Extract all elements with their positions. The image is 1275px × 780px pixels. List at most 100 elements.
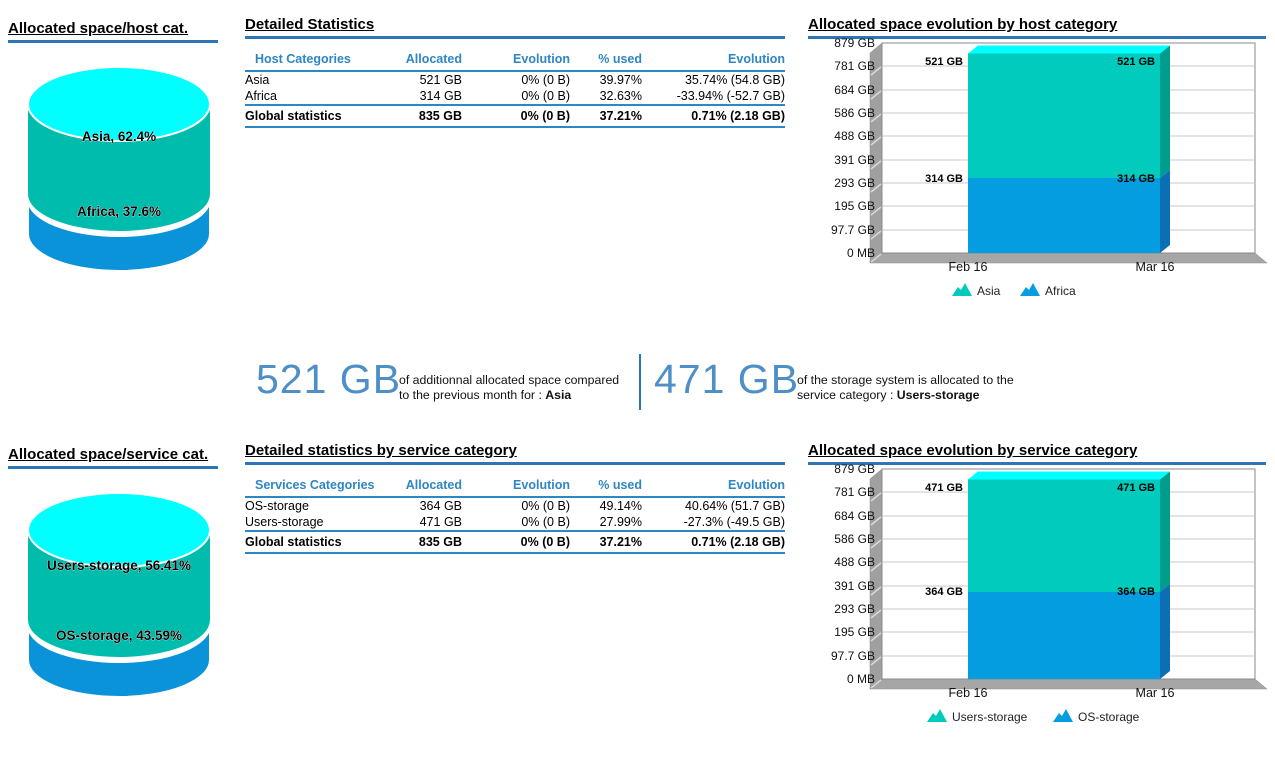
cell-evolution-2: 35.74% (54.8 GB): [684, 73, 785, 87]
cell-evolution-2: -27.3% (-49.5 GB): [683, 515, 785, 529]
legend-africa-label: Africa: [1045, 284, 1076, 298]
host-table-title: Detailed Statistics: [245, 16, 785, 39]
service-pie-label-users: Users-storage, 56.41%: [47, 558, 191, 573]
kpi-right-highlight: Users-storage: [896, 388, 980, 402]
table-total-row: Global statistics 835 GB 0% (0 B) 37.21%…: [245, 104, 785, 128]
legend-users-icon: [927, 709, 947, 722]
host-table-header-row: Host Categories Allocated Evolution % us…: [245, 49, 785, 72]
host-pie-label-asia: Asia, 62.4%: [82, 129, 156, 144]
svg-text:97.7 GB: 97.7 GB: [831, 649, 875, 663]
col-header-allocated: Allocated: [370, 49, 462, 72]
legend-os-icon: [1053, 709, 1073, 722]
kpi-right-description: of the storage system is allocated to th…: [797, 373, 1039, 403]
host-table-title-text: Detailed Statistics: [245, 16, 375, 33]
table-row: Asia 521 GB 0% (0 B) 39.97% 35.74% (54.8…: [245, 71, 785, 88]
area-top-face: [968, 45, 1170, 54]
area-top-face: [968, 471, 1170, 480]
cell-evolution: 0% (0 B): [521, 89, 570, 103]
svg-text:684 GB: 684 GB: [834, 509, 875, 523]
legend-africa-icon: [1020, 283, 1040, 296]
col-header-pct-used: % used: [570, 49, 642, 72]
cell-allocated: 521 GB: [419, 73, 462, 87]
col-header-evolution-2: Evolution: [642, 475, 785, 498]
svg-text:488 GB: 488 GB: [834, 129, 875, 143]
legend-asia-label: Asia: [977, 284, 1001, 298]
legend-os-label: OS-storage: [1078, 710, 1140, 724]
cell-category: OS-storage: [245, 499, 309, 513]
svg-text:195 GB: 195 GB: [834, 199, 875, 213]
svg-text:97.7 GB: 97.7 GB: [831, 223, 875, 237]
col-header-evolution: Evolution: [462, 49, 570, 72]
kpi-right-line2: service category :: [797, 388, 897, 402]
service-pie-slice-os: [27, 624, 211, 698]
kpi-left-description: of additionnal allocated space compared …: [399, 373, 641, 403]
svg-text:488 GB: 488 GB: [834, 555, 875, 569]
table-row: Users-storage 471 GB 0% (0 B) 27.99% -27…: [245, 514, 785, 531]
table-row: OS-storage 364 GB 0% (0 B) 49.14% 40.64%…: [245, 497, 785, 514]
service-evolution-title-text: Allocated space evolution by service cat…: [808, 442, 1138, 459]
cell-pct-used: 32.63%: [599, 89, 642, 103]
area-asia: [968, 53, 1160, 178]
cell-pct-used: 39.97%: [599, 73, 642, 87]
svg-text:879 GB: 879 GB: [834, 38, 875, 50]
host-pie-slice-africa: [27, 198, 211, 272]
service-pie-top-face: [27, 492, 211, 568]
host-pie-title-text: Allocated space/host cat.: [8, 20, 189, 37]
cell-evolution: 0% (0 B): [521, 73, 570, 87]
service-table-title: Detailed statistics by service category: [245, 442, 785, 465]
service-pie-label-os: OS-storage, 43.59%: [56, 628, 182, 643]
service-evolution-chart: 471 GB 471 GB 364 GB 364 GB 879 GB 781 GB…: [831, 464, 1268, 724]
cell-total-evolution-2: 0.71% (2.18 GB): [642, 530, 785, 554]
cell-total-label: Global statistics: [245, 530, 380, 554]
svg-text:684 GB: 684 GB: [834, 83, 875, 97]
chart-floor: [869, 678, 1268, 690]
host-pie-label-africa: Africa, 37.6%: [77, 204, 161, 219]
kpi-left-line2: to the previous month for :: [399, 388, 546, 402]
cell-allocated: 364 GB: [419, 499, 462, 513]
value-label-os-right: 364 GB: [1117, 586, 1155, 598]
wall-hatches: [870, 492, 882, 689]
y-axis-labels: 879 GB 781 GB 684 GB 586 GB 488 GB 391 GB 2…: [831, 38, 875, 260]
cell-pct-used: 27.99%: [599, 515, 642, 529]
host-stats-table: Host Categories Allocated Evolution % us…: [245, 49, 785, 128]
table-total-row: Global statistics 835 GB 0% (0 B) 37.21%…: [245, 530, 785, 554]
area-os-side-face: [1160, 584, 1170, 679]
table-row: Africa 314 GB 0% (0 B) 32.63% -33.94% (-…: [245, 88, 785, 105]
host-evolution-chart: 521 GB 521 GB 314 GB 314 GB 879 GB 781 GB…: [831, 38, 1268, 298]
kpi-left-line1: of additionnal allocated space compared: [399, 373, 620, 387]
col-header-pct-used: % used: [570, 475, 642, 498]
svg-text:391 GB: 391 GB: [834, 153, 875, 167]
svg-text:0 MB: 0 MB: [847, 672, 875, 686]
cell-total-pct-used: 37.21%: [570, 104, 642, 128]
cell-allocated: 314 GB: [419, 89, 462, 103]
host-pie-title: Allocated space/host cat.: [8, 20, 218, 43]
host-evolution-title: Allocated space evolution by host catego…: [808, 16, 1266, 39]
kpi-right-value: 471 GB: [654, 356, 800, 402]
x-tick-feb16: Feb 16: [949, 686, 988, 700]
cell-evolution: 0% (0 B): [521, 499, 570, 513]
legend-asia-icon: [952, 283, 972, 296]
y-axis-labels: 879 GB 781 GB 684 GB 586 GB 488 GB 391 GB 2…: [831, 464, 875, 686]
x-tick-feb16: Feb 16: [949, 260, 988, 274]
cell-total-allocated: 835 GB: [370, 104, 462, 128]
col-header-host-categories: Host Categories: [245, 49, 370, 72]
kpi-right-line1: of the storage system is allocated to th…: [797, 373, 1014, 387]
chart-floor: [869, 252, 1268, 264]
value-label-os-left: 364 GB: [925, 586, 963, 598]
cell-evolution-2: 40.64% (51.7 GB): [684, 499, 785, 513]
value-label-asia-left: 521 GB: [925, 56, 963, 68]
service-pie-chart: Users-storage, 56.41% OS-storage, 43.59%: [27, 492, 211, 698]
col-header-evolution: Evolution: [462, 475, 570, 498]
svg-text:0 MB: 0 MB: [847, 246, 875, 260]
svg-text:293 GB: 293 GB: [834, 176, 875, 190]
cell-total-pct-used: 37.21%: [570, 530, 642, 554]
cell-total-allocated: 835 GB: [380, 530, 462, 554]
area-users-storage: [968, 479, 1160, 592]
svg-text:391 GB: 391 GB: [834, 579, 875, 593]
col-header-evolution-2: Evolution: [642, 49, 785, 72]
area-africa-side-face: [1160, 170, 1170, 253]
area-os-storage: [968, 592, 1160, 679]
cell-category: Users-storage: [245, 515, 324, 529]
area-users-side-face: [1160, 471, 1170, 592]
area-asia-side-face: [1160, 45, 1170, 178]
